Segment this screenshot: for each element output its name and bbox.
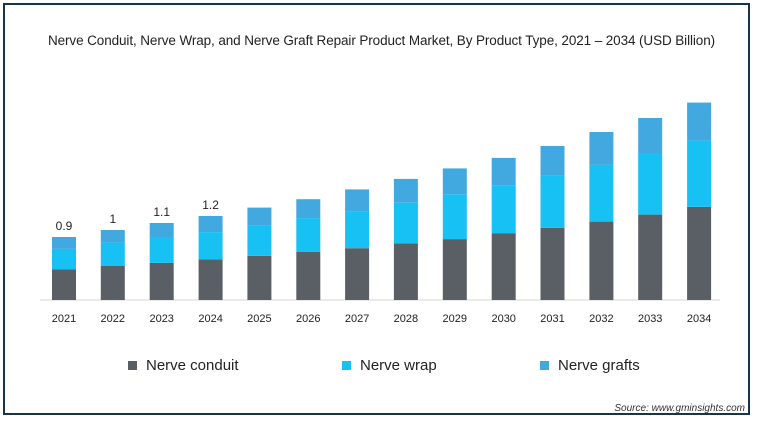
bar-segment-nerve-grafts-2031: [540, 146, 565, 176]
legend-item-nerve-grafts: Nerve grafts: [540, 357, 640, 374]
x-tick-label-2023: 2023: [149, 313, 173, 325]
x-tick-label-2033: 2033: [638, 313, 662, 325]
x-ticks-group: 2021 2022 2023 2024 2025 2026 2027 2028 2029 2030…: [52, 313, 712, 325]
bar-segment-nerve-conduit-2028: [393, 243, 418, 300]
bar-segment-nerve-wrap-2023: [149, 237, 174, 263]
chart-title: Nerve Conduit, Nerve Wrap, and Nerve Gra…: [47, 33, 715, 48]
bar-segment-nerve-wrap-2034: [687, 140, 712, 207]
legend-swatch: [342, 361, 351, 370]
bar-segment-nerve-conduit-2026: [296, 251, 321, 300]
bar-segment-nerve-conduit-2029: [442, 239, 467, 300]
bar-segment-nerve-wrap-2028: [393, 202, 418, 244]
bar-segment-nerve-grafts-2024: [198, 216, 223, 233]
x-tick-label-2021: 2021: [52, 313, 76, 325]
bar-segment-nerve-grafts-2023: [149, 223, 174, 237]
data-label-2024: 1.2: [202, 198, 219, 212]
bar-segment-nerve-grafts-2030: [491, 157, 516, 186]
bar-segment-nerve-grafts-2034: [687, 102, 712, 141]
bar-segment-nerve-grafts-2025: [247, 207, 272, 226]
data-label-2021: 0.9: [56, 219, 73, 233]
bar-segment-nerve-grafts-2021: [52, 237, 76, 249]
bar-segment-nerve-conduit-2034: [687, 206, 712, 300]
x-tick-label-2024: 2024: [198, 313, 222, 325]
bar-segment-nerve-conduit-2032: [589, 221, 614, 300]
bar-segment-nerve-conduit-2025: [247, 255, 272, 300]
legend-swatch: [128, 361, 137, 370]
chart-frame: [3, 3, 750, 415]
bar-segment-nerve-wrap-2030: [491, 185, 516, 234]
bar-segment-nerve-wrap-2026: [296, 218, 321, 252]
bar-segment-nerve-wrap-2027: [345, 211, 370, 249]
source-note: Source: www.gminsights.com: [614, 403, 745, 414]
legend-item-nerve-conduit: Nerve conduit: [128, 357, 239, 374]
x-tick-label-2031: 2031: [540, 313, 564, 325]
x-tick-label-2025: 2025: [247, 313, 271, 325]
legend-swatch: [540, 361, 549, 370]
bar-segment-nerve-wrap-2032: [589, 164, 614, 222]
bar-segment-nerve-conduit-2030: [491, 233, 516, 300]
bar-segment-nerve-conduit-2027: [345, 248, 370, 300]
data-label-2022: 1: [109, 212, 116, 226]
bar-segment-nerve-wrap-2033: [638, 153, 663, 215]
bar-segment-nerve-conduit-2023: [149, 262, 174, 300]
bar-segment-nerve-conduit-2031: [540, 227, 565, 300]
x-tick-label-2022: 2022: [101, 313, 125, 325]
bar-segment-nerve-wrap-2024: [198, 232, 223, 260]
x-tick-label-2032: 2032: [589, 313, 613, 325]
bars-group: [52, 102, 712, 300]
legend-label: Nerve conduit: [146, 357, 239, 374]
legend-item-nerve-wrap: Nerve wrap: [342, 357, 437, 374]
x-tick-label-2029: 2029: [443, 313, 467, 325]
bar-segment-nerve-grafts-2026: [296, 199, 321, 219]
x-tick-label-2028: 2028: [394, 313, 418, 325]
bar-segment-nerve-conduit-2024: [198, 259, 223, 300]
bar-segment-nerve-grafts-2033: [638, 118, 663, 153]
bar-segment-nerve-grafts-2022: [100, 230, 125, 243]
bar-segment-nerve-wrap-2021: [52, 248, 76, 270]
bar-segment-nerve-wrap-2025: [247, 225, 272, 256]
bar-segment-nerve-conduit-2021: [52, 269, 76, 300]
legend-label: Nerve grafts: [558, 357, 640, 374]
bar-segment-nerve-wrap-2029: [442, 194, 467, 240]
bar-segment-nerve-grafts-2032: [589, 132, 614, 165]
x-tick-label-2034: 2034: [687, 313, 711, 325]
bar-segment-nerve-grafts-2027: [345, 189, 370, 212]
bar-segment-nerve-grafts-2029: [442, 168, 467, 195]
x-tick-label-2030: 2030: [491, 313, 515, 325]
bar-segment-nerve-conduit-2033: [638, 214, 663, 300]
x-tick-label-2026: 2026: [296, 313, 320, 325]
data-labels-group: 0.9 1 1.1 1.2: [56, 198, 220, 233]
bar-segment-nerve-grafts-2028: [393, 178, 418, 203]
legend: Nerve conduit Nerve wrap Nerve grafts: [0, 357, 763, 381]
bar-segment-nerve-wrap-2022: [100, 242, 125, 266]
data-label-2023: 1.1: [153, 205, 170, 219]
legend-label: Nerve wrap: [360, 357, 437, 374]
x-tick-label-2027: 2027: [345, 313, 369, 325]
bar-segment-nerve-wrap-2031: [540, 175, 565, 228]
bar-segment-nerve-conduit-2022: [100, 265, 125, 300]
